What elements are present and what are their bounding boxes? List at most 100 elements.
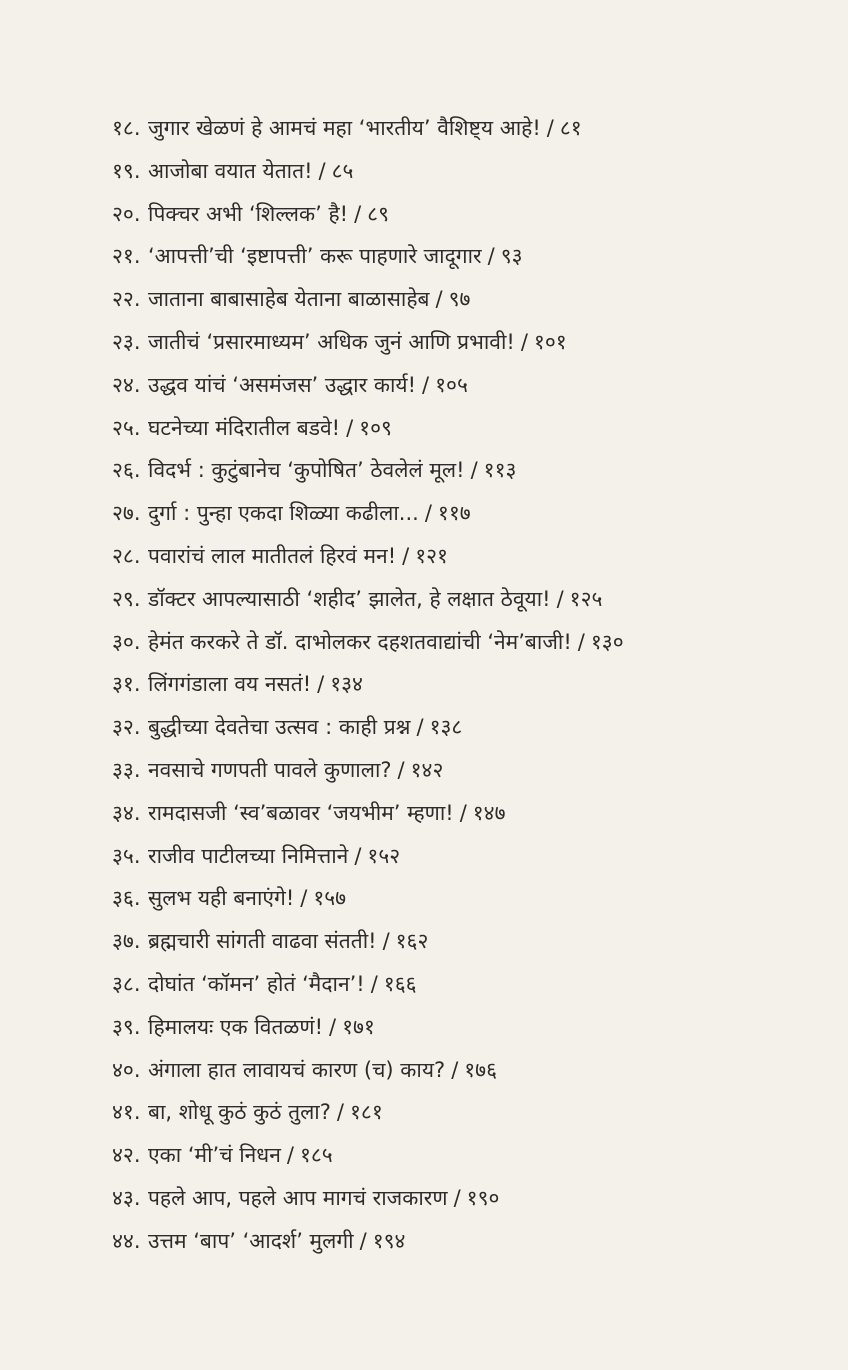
toc-entry: २०. पिक्चर अभी ‘शिल्लक’ है! / ८९ (112, 194, 624, 237)
entry-number: ४३. (112, 1185, 141, 1210)
entry-page-number: १९० (466, 1185, 500, 1210)
entry-title: सुलभ यही बनाएंगे! (148, 886, 295, 911)
entry-page-number: १५७ (313, 886, 347, 911)
entry-number: १९. (112, 158, 141, 183)
entry-number: २२. (112, 287, 141, 312)
toc-entry: २४. उद्धव यांचं ‘असमंजस’ उद्धार कार्य! /… (112, 365, 624, 408)
entry-page-number: १३४ (330, 672, 363, 697)
page-separator: / (422, 372, 430, 397)
entry-number: २८. (112, 543, 141, 568)
entry-title: जुगार खेळणं हे आमचं महा ‘भारतीय’ वैशिष्ट… (148, 116, 541, 140)
entry-title: डॉक्टर आपल्यासाठी ‘शहीद’ झालेत, हे लक्षा… (148, 586, 551, 611)
entry-title: पवारांचं लाल मातीतलं हिरवं मन! (148, 543, 397, 568)
entry-page-number: १७१ (342, 1014, 375, 1039)
table-of-contents: १८. जुगार खेळणं हे आमचं महा ‘भारतीय’ वैश… (112, 108, 624, 1264)
entry-title: जातीचं ‘प्रसारमाध्यम’ अधिक जुनं आणि प्रभ… (148, 329, 515, 354)
entry-title: लिंगगंडाला वय नसतं! (148, 672, 312, 697)
entry-title: विदर्भ : कुटुंबानेच ‘कुपोषित’ ठेवलेलं मू… (148, 458, 465, 483)
entry-title: बा, शोधू कुठं कुठं तुला? (148, 1100, 331, 1125)
page-separator: / (546, 116, 554, 140)
toc-entry: ३८. दोघांत ‘कॉमन’ होतं ‘मैदान’! / १६६ (112, 964, 624, 1007)
page-separator: / (470, 458, 478, 483)
page-separator: / (359, 1228, 367, 1253)
entry-number: ३९. (112, 1014, 141, 1039)
page-separator: / (397, 757, 405, 782)
entry-title: उत्तम ‘बाप’ ‘आदर्श’ मुलगी (148, 1228, 354, 1253)
entry-page-number: १५२ (367, 843, 401, 868)
page-separator: / (300, 886, 308, 911)
toc-entry: २५. घटनेच्या मंदिरातील बडवे! / १०९ (112, 408, 624, 451)
page-separator: / (346, 415, 354, 440)
page-separator: / (354, 201, 362, 226)
page-separator: / (577, 629, 585, 654)
page-separator: / (424, 501, 432, 526)
entry-title: नवसाचे गणपती पावले कुणाला? (148, 757, 392, 782)
page-separator: / (382, 929, 390, 954)
entry-title: आजोबा वयात येतात! (148, 158, 313, 183)
toc-entry: २८. पवारांचं लाल मातीतलं हिरवं मन! / १२१ (112, 536, 624, 579)
entry-page-number: ११७ (437, 501, 471, 526)
entry-page-number: १३० (590, 629, 624, 654)
entry-number: २६. (112, 458, 141, 483)
entry-title: बुद्धीच्या देवतेचा उत्सव : काही प्रश्न (148, 715, 411, 740)
entry-number: ३६. (112, 886, 141, 911)
toc-entry: ३५. राजीव पाटीलच्या निमित्ताने / १५२ (112, 836, 624, 879)
entry-title: एका ‘मी’चं निधन (148, 1143, 281, 1168)
toc-entry: ३१. लिंगगंडाला वय नसतं! / १३४ (112, 664, 624, 707)
entry-page-number: ८९ (367, 201, 390, 226)
entry-page-number: १०९ (359, 415, 392, 440)
entry-title: हेमंत करकरे ते डॉ. दाभोलकर दहशतवाद्यांची… (148, 629, 572, 654)
entry-title: पहले आप, पहले आप मागचं राजकारण (148, 1185, 448, 1210)
entry-page-number: १२१ (415, 543, 448, 568)
entry-title: दोघांत ‘कॉमन’ होतं ‘मैदान’! (148, 971, 365, 996)
toc-entry: ३०. हेमंत करकरे ते डॉ. दाभोलकर दहशतवाद्य… (112, 622, 624, 665)
entry-page-number: १६२ (395, 929, 429, 954)
entry-number: ४४. (112, 1228, 141, 1253)
entry-number: २०. (112, 201, 141, 226)
entry-number: २३. (112, 329, 141, 354)
entry-number: ४०. (112, 1057, 141, 1082)
entry-number: २१. (112, 244, 141, 269)
entry-page-number: १६६ (383, 971, 417, 996)
entry-page-number: १४७ (472, 800, 506, 825)
toc-entry: २९. डॉक्टर आपल्यासाठी ‘शहीद’ झालेत, हे ल… (112, 579, 624, 622)
page-separator: / (370, 971, 378, 996)
toc-entry: ४३. पहले आप, पहले आप मागचं राजकारण / १९० (112, 1178, 624, 1221)
page-separator: / (435, 287, 443, 312)
toc-entry: २३. जातीचं ‘प्रसारमाध्यम’ अधिक जुनं आणि … (112, 322, 624, 365)
page-separator: / (451, 1057, 459, 1082)
entry-page-number: १०१ (533, 329, 567, 354)
toc-entry: ३४. रामदासजी ‘स्व’बळावर ‘जयभीम’ म्हणा! /… (112, 793, 624, 836)
entry-page-number: ८५ (331, 158, 354, 183)
entry-number: ३८. (112, 971, 141, 996)
page-separator: / (520, 329, 528, 354)
page-separator: / (556, 586, 564, 611)
toc-entry: ३२. बुद्धीच्या देवतेचा उत्सव : काही प्रश… (112, 707, 624, 750)
entry-number: ४२. (112, 1143, 141, 1168)
entry-number: ४१. (112, 1100, 141, 1125)
entry-title: जाताना बाबासाहेब येताना बाळासाहेब (148, 287, 430, 312)
toc-entry: २२. जाताना बाबासाहेब येताना बाळासाहेब / … (112, 279, 624, 322)
toc-entry: १९. आजोबा वयात येतात! / ८५ (112, 151, 624, 194)
toc-entry: ४२. एका ‘मी’चं निधन / १८५ (112, 1135, 624, 1178)
entry-title: ‘आपत्ती’ची ‘इष्टापत्ती’ करू पाहणारे जादू… (148, 244, 482, 269)
entry-number: ३४. (112, 800, 141, 825)
page-separator: / (354, 843, 362, 868)
page-separator: / (459, 800, 467, 825)
toc-entry: ३३. नवसाचे गणपती पावले कुणाला? / १४२ (112, 750, 624, 793)
entry-number: २७. (112, 501, 141, 526)
toc-entry: ४१. बा, शोधू कुठं कुठं तुला? / १८१ (112, 1092, 624, 1135)
toc-entry: ३६. सुलभ यही बनाएंगे! / १५७ (112, 878, 624, 921)
entry-number: २४. (112, 372, 141, 397)
entry-number: ३१. (112, 672, 141, 697)
entry-number: १८. (112, 116, 141, 140)
entry-number: ३०. (112, 629, 141, 654)
page-separator: / (317, 672, 325, 697)
entry-page-number: ९३ (500, 244, 523, 269)
toc-entry: १८. जुगार खेळणं हे आमचं महा ‘भारतीय’ वैश… (112, 108, 624, 151)
toc-entry: ३७. ब्रह्मचारी सांगती वाढवा संतती! / १६२ (112, 921, 624, 964)
page-separator: / (402, 543, 410, 568)
entry-title: हिमालयः एक वितळणं! (148, 1014, 323, 1039)
entry-page-number: ८१ (559, 116, 582, 140)
entry-number: २५. (112, 415, 141, 440)
